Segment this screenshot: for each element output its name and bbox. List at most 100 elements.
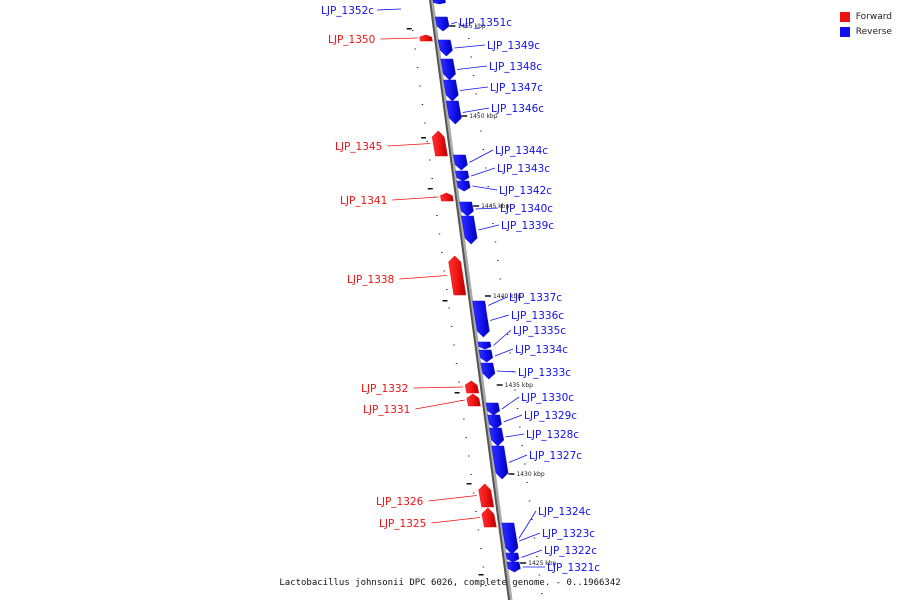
gene-LJP_1325[interactable]: LJP_1325: [379, 507, 497, 530]
gene-LJP_1331[interactable]: LJP_1331: [363, 393, 481, 416]
gene-label[interactable]: LJP_1339c: [501, 220, 554, 232]
gene-arrow[interactable]: [491, 445, 509, 480]
gene-LJP_1350[interactable]: LJP_1350: [328, 34, 433, 46]
gene-LJP_1326[interactable]: LJP_1326: [376, 483, 495, 508]
gene-label[interactable]: LJP_1328c: [526, 429, 579, 441]
gene-label[interactable]: LJP_1351c: [459, 17, 512, 29]
gene-arrow[interactable]: [440, 192, 454, 202]
gene-leader-line: [505, 433, 525, 438]
gene-LJP_1346c[interactable]: LJP_1346c: [445, 100, 544, 125]
gene-label[interactable]: LJP_1350: [328, 34, 375, 46]
backbone-dot: [472, 75, 475, 76]
gene-LJP_1321c[interactable]: LJP_1321c: [506, 561, 600, 574]
gene-label[interactable]: LJP_1346c: [491, 103, 544, 115]
gene-LJP_1327c[interactable]: LJP_1327c: [491, 445, 583, 480]
gene-label[interactable]: LJP_1329c: [524, 410, 577, 422]
gene-LJP_1339c[interactable]: LJP_1339c: [461, 215, 554, 245]
gene-label[interactable]: LJP_1324c: [538, 506, 591, 518]
gene-LJP_1336c[interactable]: LJP_1336c: [472, 303, 564, 338]
gene-label[interactable]: LJP_1333c: [518, 367, 571, 379]
gene-leader-line: [518, 510, 537, 539]
gene-LJP_1335c[interactable]: LJP_1335c: [477, 325, 566, 350]
gene-arrow[interactable]: [432, 0, 446, 5]
gene-LJP_1334c[interactable]: LJP_1334c: [478, 344, 568, 363]
gene-LJP_1345[interactable]: LJP_1345: [335, 130, 448, 157]
gene-arrow[interactable]: [440, 58, 456, 81]
gene-label[interactable]: LJP_1336c: [511, 310, 564, 322]
gene-LJP_1343c[interactable]: LJP_1343c: [455, 163, 551, 182]
gene-arrow[interactable]: [431, 130, 448, 157]
backbone-dot: [519, 426, 521, 428]
gene-LJP_1323c[interactable]: LJP_1323c: [502, 528, 595, 553]
gene-LJP_1340c[interactable]: LJP_1340c: [459, 201, 554, 217]
gene-LJP_1341[interactable]: LJP_1341: [340, 192, 454, 207]
gene-LJP_1344c[interactable]: LJP_1344c: [453, 145, 548, 171]
gene-label[interactable]: LJP_1326: [376, 496, 424, 508]
gene-label[interactable]: LJP_1330c: [521, 392, 574, 404]
gene-arrow[interactable]: [456, 180, 471, 192]
backbone-dot: [533, 537, 536, 539]
gene-arrow[interactable]: [453, 154, 468, 171]
backbone-dot: [538, 574, 541, 576]
gene-label[interactable]: LJP_1342c: [499, 185, 552, 197]
gene-label[interactable]: LJP_1343c: [497, 163, 550, 175]
gene-label[interactable]: LJP_1338: [347, 274, 394, 286]
gene-arrow[interactable]: [481, 507, 497, 528]
gene-label[interactable]: LJP_1349c: [487, 40, 540, 52]
gene-label[interactable]: LJP_1344c: [495, 145, 548, 157]
gene-label[interactable]: LJP_1335c: [513, 325, 566, 337]
gene-LJP_1351c[interactable]: LJP_1351c: [434, 16, 512, 32]
gene-LJP_1328c[interactable]: LJP_1328c: [488, 427, 579, 447]
gene-LJP_1329c[interactable]: LJP_1329c: [487, 410, 578, 430]
gene-LJP_1333c[interactable]: LJP_1333c: [480, 362, 571, 380]
gene-LJP_1348c[interactable]: LJP_1348c: [440, 58, 542, 81]
gene-arrow[interactable]: [472, 303, 490, 338]
gene-arrow[interactable]: [506, 561, 521, 573]
gene-label[interactable]: LJP_1323c: [542, 528, 595, 540]
gene-arrow[interactable]: [445, 100, 462, 125]
gene-label[interactable]: LJP_1348c: [489, 61, 542, 73]
gene-arrow[interactable]: [478, 483, 495, 508]
gene-label[interactable]: LJP_1347c: [490, 82, 543, 94]
gene-arrow[interactable]: [477, 341, 492, 350]
gene-arrow[interactable]: [459, 201, 474, 217]
gene-LJP_1347c[interactable]: LJP_1347c: [443, 79, 544, 102]
gene-label[interactable]: LJP_1332: [361, 383, 408, 395]
backbone-dot: [499, 278, 502, 280]
gene-LJP_1349c[interactable]: LJP_1349c: [437, 39, 540, 57]
gene-arrow[interactable]: [478, 349, 493, 363]
gene-label[interactable]: LJP_1321c: [547, 562, 600, 574]
gene-arrow[interactable]: [455, 170, 470, 182]
gene-LJP_1332[interactable]: LJP_1332: [361, 380, 480, 395]
gene-arrow[interactable]: [480, 362, 496, 380]
gene-arrow[interactable]: [505, 552, 520, 563]
gene-LJP_1342c[interactable]: LJP_1342c: [456, 180, 552, 197]
gene-arrow[interactable]: [488, 427, 505, 447]
gene-LJP_1352c[interactable]: LJP_1352c: [321, 0, 446, 17]
gene-LJP_1337c[interactable]: LJP_1337c: [472, 292, 563, 311]
gene-arrow[interactable]: [437, 39, 453, 57]
gene-arrow[interactable]: [461, 215, 478, 245]
gene-label[interactable]: LJP_1327c: [529, 450, 582, 462]
gene-arrow[interactable]: [419, 34, 433, 42]
gene-label[interactable]: LJP_1345: [335, 141, 382, 153]
gene-label[interactable]: LJP_1340c: [500, 203, 553, 215]
gene-LJP_1322c[interactable]: LJP_1322c: [505, 545, 597, 563]
gene-label[interactable]: LJP_1337c: [509, 292, 562, 304]
gene-arrow[interactable]: [487, 414, 502, 430]
gene-label[interactable]: LJP_1322c: [544, 545, 597, 557]
gene-arrow[interactable]: [443, 79, 459, 102]
gene-label[interactable]: LJP_1325: [379, 518, 426, 530]
gene-label[interactable]: LJP_1341: [340, 195, 387, 207]
gene-arrow[interactable]: [434, 16, 450, 32]
gene-LJP_1338[interactable]: LJP_1338: [347, 255, 467, 296]
gene-label[interactable]: LJP_1334c: [515, 344, 568, 356]
gene-arrow[interactable]: [502, 529, 519, 553]
gene-arrow[interactable]: [464, 380, 480, 394]
gene-arrow[interactable]: [448, 255, 467, 296]
gene-label[interactable]: LJP_1331: [363, 404, 410, 416]
gene-arrow[interactable]: [466, 393, 481, 407]
gene-arrow[interactable]: [485, 402, 500, 416]
gene-label[interactable]: LJP_1352c: [321, 5, 374, 17]
gene-LJP_1330c[interactable]: LJP_1330c: [485, 392, 574, 416]
